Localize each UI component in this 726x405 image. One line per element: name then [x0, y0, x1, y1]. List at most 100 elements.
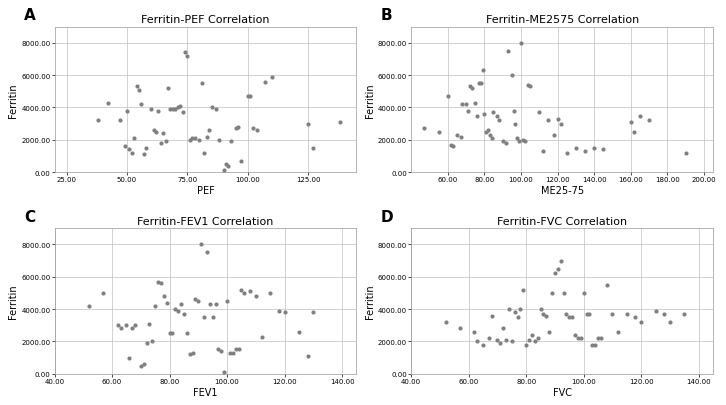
Point: [302, 353, 314, 359]
Point: [207, 314, 219, 321]
Point: [561, 150, 573, 157]
Point: [150, 129, 162, 136]
Point: [515, 40, 527, 47]
Point: [184, 351, 195, 358]
Point: [134, 87, 145, 94]
Point: [621, 311, 632, 318]
Point: [506, 72, 518, 79]
Point: [230, 126, 242, 132]
Point: [155, 141, 167, 147]
Point: [119, 144, 131, 150]
Point: [155, 280, 167, 287]
Point: [210, 301, 221, 308]
Y-axis label: Ferritin: Ferritin: [8, 284, 18, 318]
Point: [560, 311, 572, 318]
Point: [468, 328, 480, 335]
Title: Ferritin-FEV1 Correlation: Ferritin-FEV1 Correlation: [137, 217, 274, 226]
Point: [219, 369, 230, 375]
Point: [486, 313, 497, 319]
Point: [542, 118, 554, 124]
Point: [510, 121, 521, 128]
Point: [454, 134, 466, 141]
Point: [136, 102, 147, 108]
Point: [433, 129, 444, 136]
Point: [552, 116, 563, 123]
Point: [526, 332, 538, 338]
Point: [532, 335, 544, 341]
Point: [158, 131, 169, 137]
Point: [234, 158, 246, 165]
Point: [250, 293, 261, 300]
Title: Ferritin-ME2575 Correlation: Ferritin-ME2575 Correlation: [486, 15, 639, 26]
Point: [252, 128, 264, 134]
Point: [112, 322, 123, 328]
Point: [216, 348, 227, 354]
Point: [178, 311, 189, 318]
Point: [141, 340, 152, 346]
Point: [169, 306, 181, 313]
Point: [613, 328, 624, 335]
Point: [515, 306, 526, 313]
Point: [595, 335, 607, 341]
Point: [478, 111, 490, 118]
Point: [175, 301, 187, 308]
Point: [451, 132, 462, 139]
Point: [126, 150, 138, 157]
Point: [464, 84, 476, 90]
Point: [534, 110, 545, 116]
Point: [227, 350, 239, 356]
Point: [440, 319, 452, 326]
Point: [570, 145, 582, 152]
Point: [97, 290, 109, 296]
Point: [129, 136, 140, 142]
Point: [575, 335, 587, 341]
Point: [484, 132, 496, 139]
Point: [176, 110, 188, 116]
Point: [121, 108, 133, 115]
Point: [138, 152, 150, 158]
Point: [462, 108, 473, 115]
Point: [195, 241, 207, 248]
Point: [179, 50, 191, 57]
Point: [578, 290, 590, 296]
Point: [198, 314, 210, 321]
Point: [509, 309, 521, 316]
Point: [493, 118, 505, 124]
Y-axis label: Ferritin: Ferritin: [365, 83, 375, 117]
Point: [211, 107, 222, 113]
Point: [482, 128, 494, 134]
Point: [658, 311, 670, 318]
Point: [141, 145, 152, 152]
Point: [587, 341, 598, 348]
Point: [92, 118, 104, 124]
Point: [543, 328, 555, 335]
Point: [625, 119, 637, 126]
Point: [538, 311, 550, 318]
Point: [572, 335, 584, 341]
Point: [247, 126, 258, 132]
Point: [500, 141, 512, 147]
Point: [242, 94, 253, 100]
Point: [83, 303, 95, 309]
Point: [650, 308, 661, 314]
Point: [555, 121, 567, 128]
Text: D: D: [381, 209, 393, 224]
Point: [161, 300, 173, 306]
Point: [221, 298, 233, 305]
Point: [494, 340, 506, 346]
Point: [483, 335, 494, 341]
Point: [471, 338, 483, 345]
Point: [220, 161, 232, 168]
Point: [566, 314, 578, 321]
Point: [523, 82, 534, 89]
Point: [164, 330, 176, 337]
Point: [555, 258, 566, 264]
Point: [145, 107, 157, 113]
Point: [167, 107, 179, 113]
Title: Ferritin-FVC Correlation: Ferritin-FVC Correlation: [497, 217, 627, 226]
Point: [169, 107, 181, 113]
Point: [537, 149, 549, 155]
Point: [148, 128, 160, 134]
Point: [563, 314, 575, 321]
Point: [264, 290, 276, 296]
